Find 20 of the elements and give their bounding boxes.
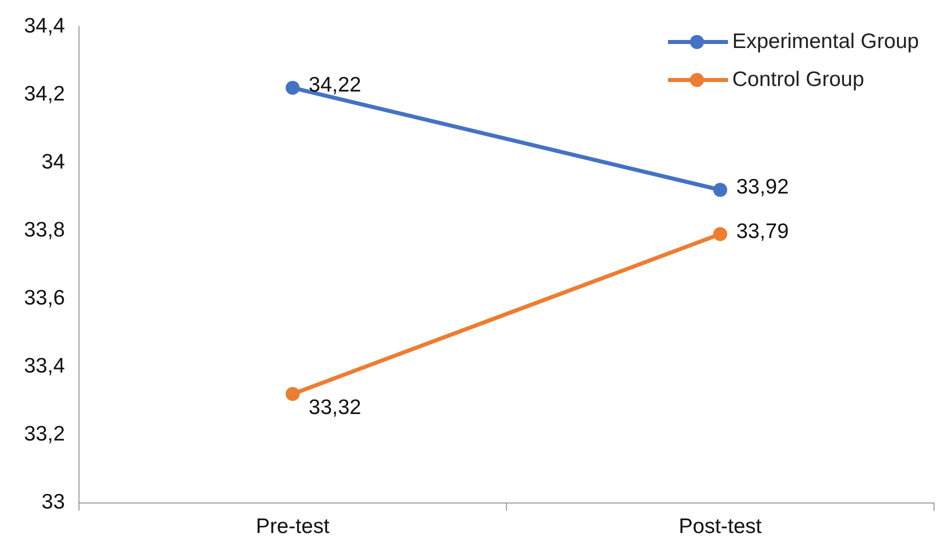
- y-tick-label: 34,2: [24, 82, 65, 106]
- point: [286, 80, 300, 95]
- point: [713, 227, 728, 242]
- legend-label: Experimental Group: [732, 30, 919, 54]
- data-label: 34,22: [308, 74, 362, 97]
- point: [286, 386, 300, 401]
- point: [713, 182, 728, 197]
- x-tick-label: Post-test: [678, 515, 762, 538]
- data-label: 33,92: [736, 176, 789, 199]
- data-label: 33,32: [308, 396, 362, 419]
- data-label: 33,79: [736, 220, 789, 243]
- y-tick-label: 33,6: [24, 286, 65, 310]
- y-tick-label: 34,4: [24, 14, 66, 38]
- y-tick-label: 33,2: [24, 422, 65, 446]
- y-tick-label: 33,4: [24, 354, 66, 378]
- y-tick-label: 33: [42, 490, 65, 514]
- legend-label: Control Group: [732, 68, 864, 92]
- y-tick-label: 34: [42, 150, 66, 174]
- y-tick-label: 33,8: [24, 218, 65, 242]
- x-tick-label: Pre-test: [256, 515, 330, 538]
